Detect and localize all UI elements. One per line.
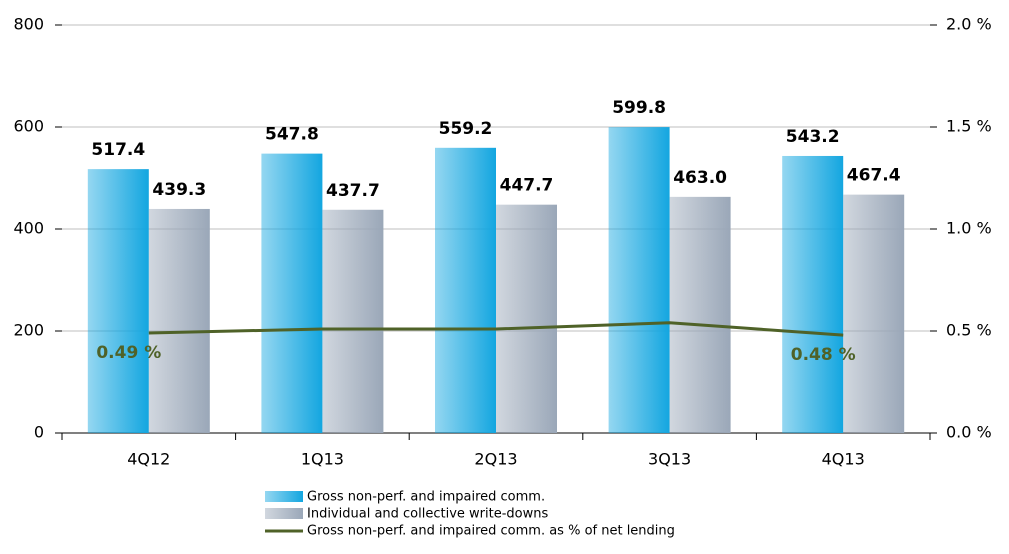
x-tick-label: 1Q13 bbox=[301, 450, 344, 469]
bar bbox=[322, 209, 384, 433]
bar bbox=[669, 196, 731, 433]
bar bbox=[261, 153, 323, 433]
bar bbox=[148, 208, 210, 433]
bar bbox=[87, 169, 149, 433]
y2-tick-label: 0.5 % bbox=[946, 321, 992, 340]
legend-swatch bbox=[265, 508, 303, 519]
y-tick-label: 400 bbox=[13, 219, 44, 238]
data-label: 0.48 % bbox=[791, 345, 856, 365]
legend-label: Gross non-perf. and impaired comm. bbox=[307, 490, 545, 505]
data-label: 543.2 bbox=[786, 127, 840, 147]
y-tick-label: 600 bbox=[13, 117, 44, 136]
bar bbox=[843, 194, 905, 433]
legend-label: Individual and collective write-downs bbox=[307, 507, 548, 522]
bar bbox=[496, 204, 557, 433]
x-tick-label: 3Q13 bbox=[648, 450, 691, 469]
x-tick-label: 2Q13 bbox=[474, 450, 517, 469]
legend-label: Gross non-perf. and impaired comm. as % … bbox=[307, 524, 675, 539]
bar bbox=[782, 155, 844, 433]
data-label: 439.3 bbox=[152, 180, 206, 200]
line-series bbox=[148, 321, 844, 337]
x-tick-label: 4Q12 bbox=[127, 450, 170, 469]
y2-tick-label: 1.0 % bbox=[946, 219, 992, 238]
y-tick-label: 0 bbox=[34, 423, 44, 442]
data-label: 463.0 bbox=[673, 168, 727, 188]
y2-tick-label: 0.0 % bbox=[946, 423, 992, 442]
data-label: 437.7 bbox=[326, 181, 380, 201]
data-label: 447.7 bbox=[500, 176, 554, 196]
y-tick-label: 200 bbox=[13, 321, 44, 340]
data-label: 0.49 % bbox=[96, 343, 161, 363]
bar bbox=[435, 147, 496, 434]
y-tick-label: 800 bbox=[13, 15, 44, 34]
legend-swatch bbox=[265, 491, 303, 502]
data-label: 559.2 bbox=[439, 119, 493, 139]
y2-tick-label: 1.5 % bbox=[946, 117, 992, 136]
bar bbox=[608, 127, 670, 434]
data-label: 467.4 bbox=[847, 166, 901, 186]
x-tick-label: 4Q13 bbox=[822, 450, 865, 469]
data-label: 547.8 bbox=[265, 125, 319, 145]
data-label: 517.4 bbox=[91, 140, 145, 160]
data-label: 599.8 bbox=[612, 98, 666, 118]
y2-tick-label: 2.0 % bbox=[946, 15, 992, 34]
